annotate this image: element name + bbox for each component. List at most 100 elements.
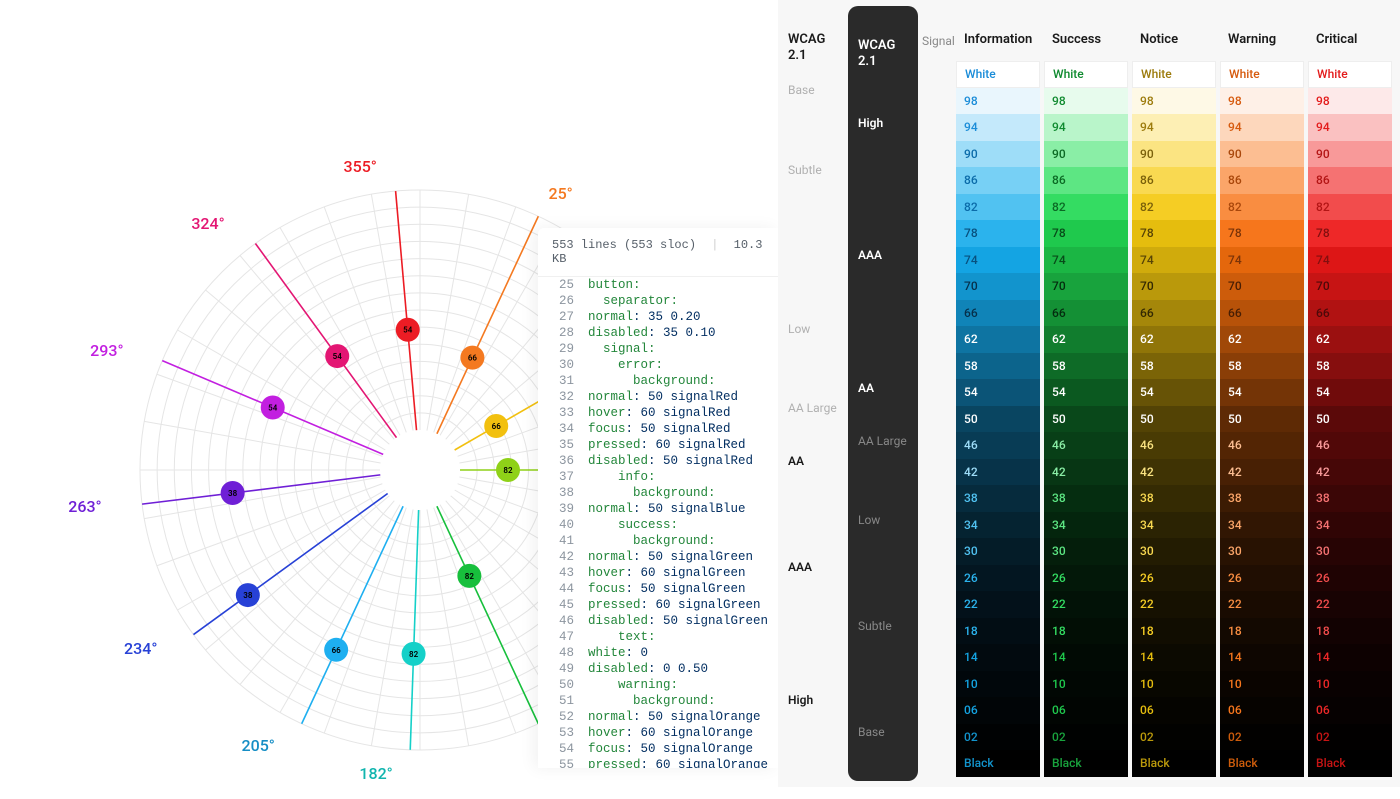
color-swatch[interactable]: 54 xyxy=(956,379,1040,406)
color-swatch[interactable]: 18 xyxy=(1044,618,1128,645)
color-swatch[interactable]: 66 xyxy=(1308,300,1392,327)
color-swatch[interactable]: 74 xyxy=(956,247,1040,274)
color-swatch[interactable]: 90 xyxy=(956,141,1040,168)
color-swatch[interactable]: 38 xyxy=(1220,485,1304,512)
color-swatch[interactable]: 46 xyxy=(1132,432,1216,459)
color-swatch[interactable]: 26 xyxy=(1220,565,1304,592)
color-swatch[interactable]: 18 xyxy=(956,618,1040,645)
color-swatch[interactable]: 90 xyxy=(1308,141,1392,168)
color-swatch[interactable]: 74 xyxy=(1220,247,1304,274)
color-swatch[interactable]: 62 xyxy=(1132,326,1216,353)
color-swatch[interactable]: 10 xyxy=(1044,671,1128,698)
color-swatch[interactable]: 86 xyxy=(1044,167,1128,194)
color-swatch[interactable]: 82 xyxy=(1132,194,1216,221)
color-swatch[interactable]: 06 xyxy=(1220,697,1304,724)
color-swatch[interactable]: 18 xyxy=(1220,618,1304,645)
color-swatch[interactable]: 50 xyxy=(1132,406,1216,433)
color-swatch[interactable]: 22 xyxy=(956,591,1040,618)
color-swatch[interactable]: 26 xyxy=(956,565,1040,592)
color-swatch[interactable]: 46 xyxy=(1220,432,1304,459)
color-swatch[interactable]: 58 xyxy=(1044,353,1128,380)
color-swatch[interactable]: 94 xyxy=(1044,114,1128,141)
color-swatch[interactable]: 42 xyxy=(956,459,1040,486)
color-swatch[interactable]: 50 xyxy=(956,406,1040,433)
color-swatch[interactable]: 30 xyxy=(1308,538,1392,565)
color-swatch[interactable]: 54 xyxy=(1220,379,1304,406)
color-swatch[interactable]: 50 xyxy=(1220,406,1304,433)
color-swatch[interactable]: 62 xyxy=(1220,326,1304,353)
color-swatch[interactable]: 82 xyxy=(1044,194,1128,221)
color-swatch[interactable]: White xyxy=(1220,61,1304,88)
color-swatch[interactable]: 98 xyxy=(956,88,1040,115)
color-swatch[interactable]: 70 xyxy=(1308,273,1392,300)
color-swatch[interactable]: 46 xyxy=(1308,432,1392,459)
color-swatch[interactable]: 02 xyxy=(1308,724,1392,751)
color-swatch[interactable]: 38 xyxy=(1132,485,1216,512)
color-swatch[interactable]: 42 xyxy=(1308,459,1392,486)
color-swatch[interactable]: 94 xyxy=(956,114,1040,141)
color-swatch[interactable]: 22 xyxy=(1308,591,1392,618)
color-swatch[interactable]: 94 xyxy=(1220,114,1304,141)
color-swatch[interactable]: 26 xyxy=(1308,565,1392,592)
color-swatch[interactable]: 50 xyxy=(1308,406,1392,433)
color-swatch[interactable]: 78 xyxy=(1220,220,1304,247)
color-swatch[interactable]: 14 xyxy=(1308,644,1392,671)
color-swatch[interactable]: 38 xyxy=(956,485,1040,512)
color-swatch[interactable]: 70 xyxy=(956,273,1040,300)
color-swatch[interactable]: 46 xyxy=(956,432,1040,459)
color-swatch[interactable]: 78 xyxy=(956,220,1040,247)
color-swatch[interactable]: 02 xyxy=(1044,724,1128,751)
color-swatch[interactable]: 26 xyxy=(1132,565,1216,592)
color-swatch[interactable]: 66 xyxy=(1132,300,1216,327)
color-swatch[interactable]: 22 xyxy=(1220,591,1304,618)
color-swatch[interactable]: 58 xyxy=(1220,353,1304,380)
color-swatch[interactable]: Black xyxy=(956,750,1040,777)
color-swatch[interactable]: 98 xyxy=(1308,88,1392,115)
color-swatch[interactable]: 30 xyxy=(1132,538,1216,565)
color-swatch[interactable]: 86 xyxy=(1308,167,1392,194)
color-swatch[interactable]: 82 xyxy=(1220,194,1304,221)
color-swatch[interactable]: 38 xyxy=(1308,485,1392,512)
color-swatch[interactable]: 14 xyxy=(1044,644,1128,671)
color-swatch[interactable]: 78 xyxy=(1132,220,1216,247)
color-swatch[interactable]: 62 xyxy=(1044,326,1128,353)
color-swatch[interactable]: 38 xyxy=(1044,485,1128,512)
color-swatch[interactable]: 98 xyxy=(1132,88,1216,115)
color-swatch[interactable]: Black xyxy=(1044,750,1128,777)
color-swatch[interactable]: 66 xyxy=(1044,300,1128,327)
color-swatch[interactable]: 54 xyxy=(1308,379,1392,406)
color-swatch[interactable]: 78 xyxy=(1044,220,1128,247)
color-swatch[interactable]: 22 xyxy=(1132,591,1216,618)
color-swatch[interactable]: 78 xyxy=(1308,220,1392,247)
color-swatch[interactable]: 90 xyxy=(1220,141,1304,168)
color-swatch[interactable]: 06 xyxy=(1044,697,1128,724)
color-swatch[interactable]: 74 xyxy=(1044,247,1128,274)
color-swatch[interactable]: 02 xyxy=(956,724,1040,751)
color-swatch[interactable]: 82 xyxy=(1308,194,1392,221)
color-swatch[interactable]: 10 xyxy=(956,671,1040,698)
color-swatch[interactable]: 06 xyxy=(1308,697,1392,724)
color-swatch[interactable]: 14 xyxy=(1220,644,1304,671)
color-swatch[interactable]: 58 xyxy=(1308,353,1392,380)
color-swatch[interactable]: 98 xyxy=(1220,88,1304,115)
color-swatch[interactable]: 58 xyxy=(956,353,1040,380)
color-swatch[interactable]: 18 xyxy=(1132,618,1216,645)
color-swatch[interactable]: 34 xyxy=(1220,512,1304,539)
color-swatch[interactable]: 02 xyxy=(1220,724,1304,751)
color-swatch[interactable]: White xyxy=(1308,61,1392,88)
color-swatch[interactable]: 10 xyxy=(1132,671,1216,698)
color-swatch[interactable]: 10 xyxy=(1308,671,1392,698)
color-swatch[interactable]: 14 xyxy=(956,644,1040,671)
color-swatch[interactable]: 74 xyxy=(1308,247,1392,274)
color-swatch[interactable]: 34 xyxy=(1044,512,1128,539)
color-swatch[interactable]: 34 xyxy=(1308,512,1392,539)
color-swatch[interactable]: 70 xyxy=(1044,273,1128,300)
color-swatch[interactable]: 66 xyxy=(1220,300,1304,327)
color-swatch[interactable]: 54 xyxy=(1044,379,1128,406)
color-swatch[interactable]: 74 xyxy=(1132,247,1216,274)
color-swatch[interactable]: 14 xyxy=(1132,644,1216,671)
color-swatch[interactable]: 94 xyxy=(1132,114,1216,141)
color-swatch[interactable]: White xyxy=(1132,61,1216,88)
color-swatch[interactable]: 46 xyxy=(1044,432,1128,459)
color-swatch[interactable]: 50 xyxy=(1044,406,1128,433)
